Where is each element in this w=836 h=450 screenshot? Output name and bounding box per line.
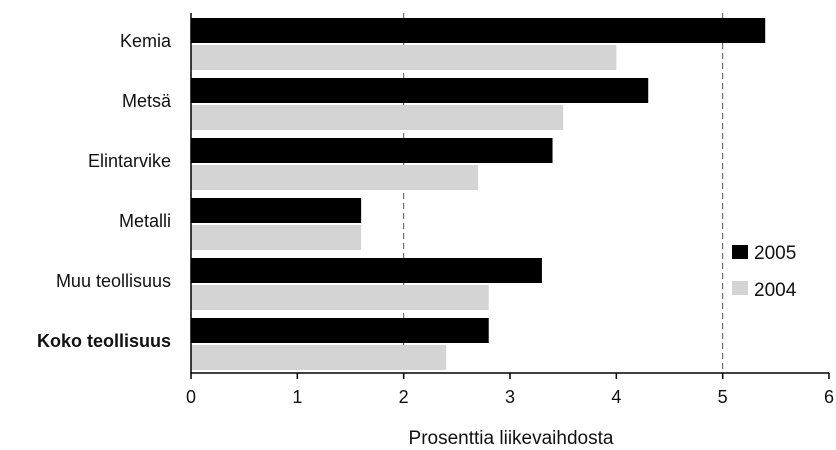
x-axis: 0 1 2 3 4 5 6 <box>186 13 834 407</box>
bar-2004 <box>191 45 617 70</box>
bar-2005 <box>191 78 649 103</box>
x-tick-label: 4 <box>611 387 621 407</box>
legend-label-2004: 2004 <box>754 280 797 301</box>
bar-2005 <box>191 138 553 163</box>
category-label: Metsä <box>122 91 172 111</box>
bar-2004 <box>191 285 489 310</box>
bars <box>191 18 766 370</box>
category-label: Koko teollisuus <box>37 331 171 351</box>
bar-2004 <box>191 165 479 190</box>
bar-2004 <box>191 105 564 130</box>
category-labels: Kemia Metsä Elintarvike Metalli Muu teollisu… <box>37 31 172 351</box>
bar-2004 <box>191 225 362 250</box>
legend-swatch-2004 <box>732 281 748 295</box>
category-label: Kemia <box>120 31 172 51</box>
x-tick-label: 0 <box>186 387 196 407</box>
legend-swatch-2005 <box>732 245 748 259</box>
bar-2005 <box>191 318 489 343</box>
x-tick-label: 3 <box>505 387 515 407</box>
category-label: Metalli <box>119 211 171 231</box>
legend-label-2005: 2005 <box>754 243 796 264</box>
x-tick-label: 6 <box>824 387 834 407</box>
category-label: Elintarvike <box>88 151 171 171</box>
bar-2005 <box>191 18 766 43</box>
x-axis-title: Prosenttia liikevaihdosta <box>409 428 614 449</box>
category-label: Muu teollisuus <box>56 271 171 291</box>
bar-2005 <box>191 198 362 223</box>
x-tick-label: 1 <box>292 387 302 407</box>
x-tick-label: 2 <box>399 387 409 407</box>
bar-2004 <box>191 345 447 370</box>
x-tick-label: 5 <box>718 387 728 407</box>
legend: 2005 2004 <box>732 243 797 301</box>
gridlines <box>403 13 724 373</box>
bar-2005 <box>191 258 542 283</box>
